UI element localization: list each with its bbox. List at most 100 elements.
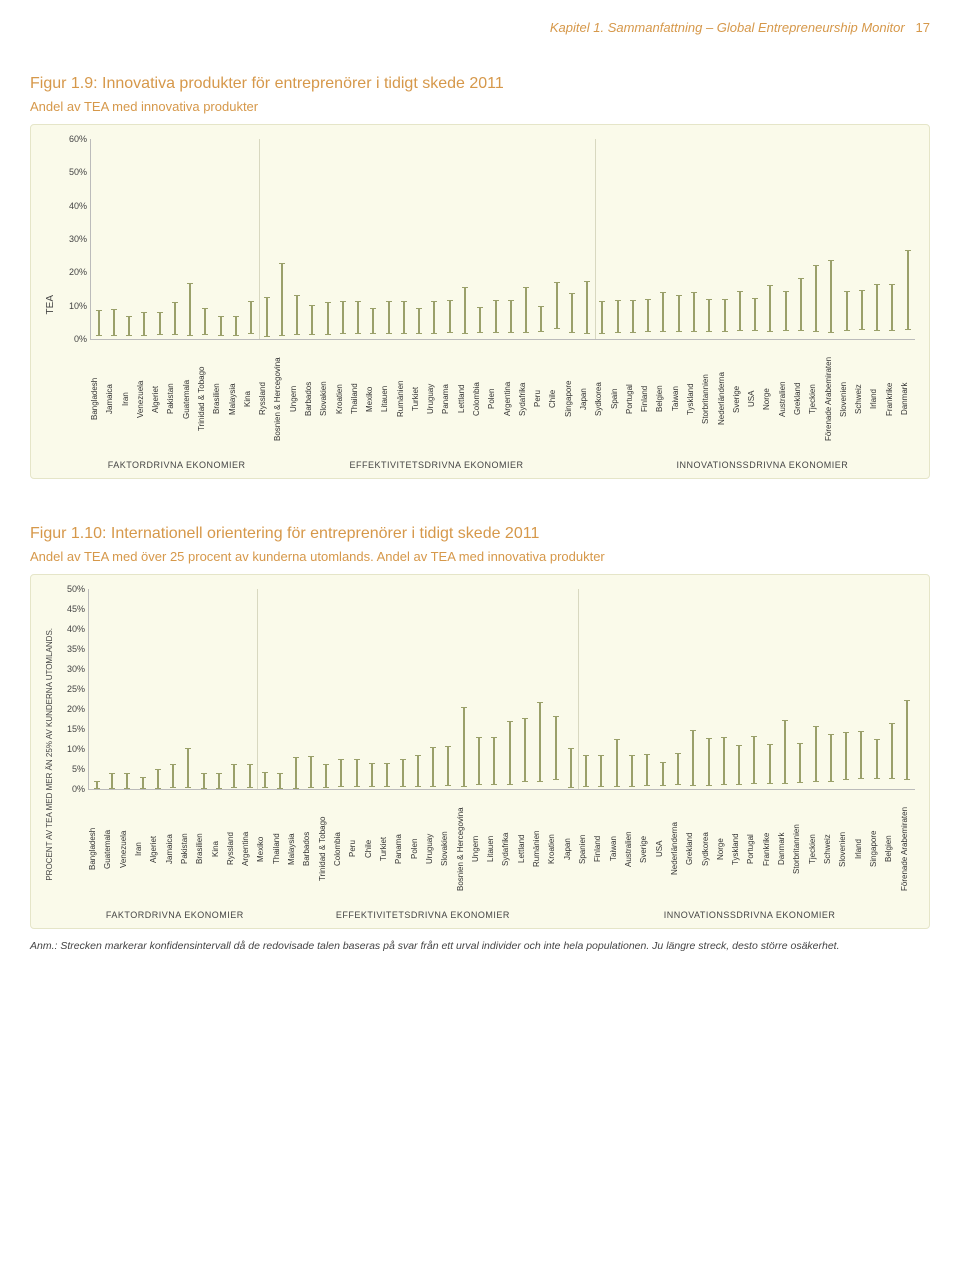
ci-bar (172, 764, 174, 788)
ytick: 30% (55, 664, 85, 674)
ci-bar (799, 743, 801, 783)
ci-bar (111, 773, 113, 789)
ci-bar (235, 316, 237, 336)
xlabel: Panama (394, 794, 409, 904)
ytick: 40% (57, 201, 87, 211)
xlabel: Tjeckien (808, 344, 823, 454)
ytick: 50% (57, 167, 87, 177)
ci-bar (860, 731, 862, 779)
ci-bar (340, 759, 342, 787)
ytick: 0% (55, 784, 85, 794)
ci-bar (325, 764, 327, 788)
ci-bar (113, 309, 115, 336)
xlabel: Uruguay (426, 344, 441, 454)
xlabel: Argentina (503, 344, 518, 454)
ci-bar (570, 748, 572, 788)
group-label: EFFEKTIVITETSDRIVNA EKONOMIER (262, 910, 585, 920)
ytick: 20% (57, 267, 87, 277)
xlabel: Brasilien (212, 344, 227, 454)
xlabel: Rumänien (532, 794, 547, 904)
xlabel: Kroatien (335, 344, 350, 454)
xlabel: Rumänien (396, 344, 411, 454)
fig1-title: Figur 1.9: Innovativa produkter för entr… (30, 75, 930, 93)
ci-bar (662, 292, 664, 332)
ci-bar (830, 260, 832, 333)
group-label: INNOVATIONSSDRIVNA EKONOMIER (584, 910, 915, 920)
xlabel: Nederländerna (670, 794, 685, 904)
xlabel: Chile (364, 794, 379, 904)
xlabel: Mexiko (256, 794, 271, 904)
ci-bar (402, 759, 404, 787)
ci-bar (632, 300, 634, 333)
xlabel: Colombia (333, 794, 348, 904)
xlabel: Jamaica (105, 344, 120, 454)
xlabel: Litauen (486, 794, 501, 904)
ci-bar (585, 755, 587, 787)
ci-bar (754, 298, 756, 331)
ci-bar (464, 287, 466, 334)
xlabel: Tjeckien (808, 794, 823, 904)
xlabel: Slovenien (838, 794, 853, 904)
ci-bar (327, 302, 329, 335)
xlabel: Frankrike (885, 344, 900, 454)
xlabel: Taiwan (671, 344, 686, 454)
xlabel: Sydkorea (594, 344, 609, 454)
ci-bar (708, 738, 710, 786)
ci-bar (126, 773, 128, 789)
ci-bar (769, 285, 771, 332)
ci-bar (891, 723, 893, 779)
xlabel: Argentina (241, 794, 256, 904)
xlabel: Irland (854, 794, 869, 904)
ci-bar (876, 284, 878, 331)
ci-bar (525, 287, 527, 334)
xlabel: Frankrike (762, 794, 777, 904)
ci-bar (586, 281, 588, 334)
xlabel: Singapore (564, 344, 579, 454)
fig1-plot: 0%10%20%30%40%50%60% (90, 139, 915, 340)
xlabel: Schweiz (823, 794, 838, 904)
group-label: EFFEKTIVITETSDRIVNA EKONOMIER (263, 460, 610, 470)
fig1-ylabel: TEA (45, 295, 56, 314)
chapter-title: Sammanfattning – Global Entrepreneurship… (608, 20, 905, 35)
fig1-panel: TEA 0%10%20%30%40%50%60% BangladeshJamai… (30, 124, 930, 479)
ci-bar (357, 301, 359, 334)
xlabel: Panama (441, 344, 456, 454)
ci-bar (510, 300, 512, 333)
xlabel: Finland (640, 344, 655, 454)
page-header: Kapitel 1. Sammanfattning – Global Entre… (30, 20, 930, 35)
page-number: 17 (916, 20, 930, 35)
xlabel: Turkiet (411, 344, 426, 454)
xlabel: Kina (211, 794, 226, 904)
xlabel: Nederländerna (717, 344, 732, 454)
xlabel: Trinidad & Tobago (197, 344, 212, 454)
ci-bar (739, 291, 741, 331)
ytick: 60% (57, 134, 87, 144)
xlabel: Norge (762, 344, 777, 454)
ci-bar (143, 312, 145, 335)
ytick: 30% (57, 234, 87, 244)
xlabel: Taiwan (609, 794, 624, 904)
xlabel: Danmark (900, 344, 915, 454)
xlabel: Pakistan (180, 794, 195, 904)
ci-bar (662, 762, 664, 786)
xlabel: Sydkorea (701, 794, 716, 904)
xlabel: Thailand (350, 344, 365, 454)
xlabel: USA (747, 344, 762, 454)
ci-bar (432, 747, 434, 787)
ci-bar (723, 737, 725, 785)
ci-bar (785, 291, 787, 331)
fig2-panel: PROCENT AV TEA MED MER ÄN 25% AV KUNDERN… (30, 574, 930, 929)
ci-bar (386, 763, 388, 787)
xlabel: Ungern (289, 344, 304, 454)
xlabel: Venezuela (136, 344, 151, 454)
xlabel: Bosnien & Hercegovina (456, 794, 471, 904)
group-label: FAKTORDRIVNA EKONOMIER (90, 460, 263, 470)
xlabel: Sverige (732, 344, 747, 454)
xlabel: Kroatien (547, 794, 562, 904)
ci-bar (204, 308, 206, 335)
xlabel: Polen (410, 794, 425, 904)
xlabel: Brasilien (195, 794, 210, 904)
xlabel: Jamaica (165, 794, 180, 904)
ci-bar (371, 763, 373, 787)
ci-bar (647, 299, 649, 332)
